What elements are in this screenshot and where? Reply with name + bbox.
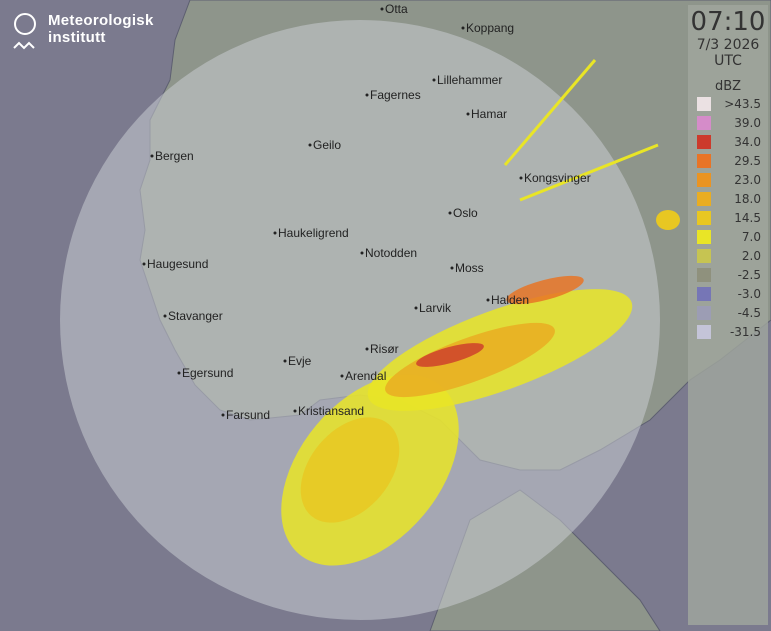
legend-swatch [697, 134, 711, 149]
city-dot [519, 176, 523, 180]
city-label: Bergen [155, 149, 194, 163]
legend-swatch [697, 115, 711, 130]
legend-item: 18.0 [697, 189, 768, 208]
legend-label: 18.0 [734, 191, 761, 206]
city-dot [221, 413, 225, 417]
legend-item: -31.5 [697, 322, 768, 341]
city-dot [308, 143, 312, 147]
legend-label: 23.0 [734, 172, 761, 187]
time: 07:10 [690, 7, 766, 37]
city-label: Lillehammer [437, 73, 502, 87]
city-dot [273, 231, 277, 235]
city-dot [486, 298, 490, 302]
legend-item: 39.0 [697, 113, 768, 132]
city-dot [380, 7, 384, 11]
city-label: Halden [491, 293, 529, 307]
legend-label: 39.0 [734, 115, 761, 130]
brand-line1: Meteorologisk [48, 12, 154, 29]
city-label: Haugesund [147, 257, 208, 271]
legend-label: -31.5 [729, 324, 761, 339]
city-dot [432, 78, 436, 82]
city-label: Risør [370, 342, 399, 356]
legend-swatch [697, 210, 711, 225]
legend-item: 23.0 [697, 170, 768, 189]
legend-item: -2.5 [697, 265, 768, 284]
legend-label: -3.0 [737, 286, 761, 301]
city-label: Farsund [226, 408, 270, 422]
city-label: Haukeligrend [278, 226, 349, 240]
legend-item: 34.0 [697, 132, 768, 151]
city-label: Fagernes [370, 88, 421, 102]
city-dot [461, 26, 465, 30]
legend-swatch [697, 324, 711, 339]
legend-label: 7.0 [741, 229, 761, 244]
legend-swatch [697, 96, 711, 111]
met-logo[interactable]: Meteorologisk institutt [12, 12, 154, 52]
city-dot [283, 359, 287, 363]
timezone: UTC [714, 53, 742, 69]
city-label: Egersund [182, 366, 233, 380]
legend-label: 29.5 [734, 153, 761, 168]
legend-swatch [697, 286, 711, 301]
legend-item: -4.5 [697, 303, 768, 322]
legend-swatch [697, 153, 711, 168]
legend-item: 14.5 [697, 208, 768, 227]
city-dot [414, 306, 418, 310]
legend-swatch [697, 248, 711, 263]
city-dot [142, 262, 146, 266]
legend-panel: 07:10 7/3 2026 UTC dBZ >43.5 39.0 34.0 29.5… [688, 5, 768, 625]
city-dot [293, 409, 297, 413]
precipitation-echoes [281, 59, 680, 566]
legend-swatch [697, 172, 711, 187]
city-label: Kongsvinger [524, 171, 591, 185]
city-label: Kristiansand [298, 404, 364, 418]
legend-swatch [697, 305, 711, 320]
city-label: Notodden [365, 246, 417, 260]
city-label: Koppang [466, 21, 514, 35]
city-dot [177, 371, 181, 375]
city-label: Stavanger [168, 309, 223, 323]
legend-item: >43.5 [697, 94, 768, 113]
city-label: Otta [385, 2, 408, 16]
city-label: Evje [288, 354, 312, 368]
city-label: Oslo [453, 206, 478, 220]
legend-label: -4.5 [737, 305, 761, 320]
city-dot [360, 251, 364, 255]
city-dot [450, 266, 454, 270]
legend-item: -3.0 [697, 284, 768, 303]
legend-item: 29.5 [697, 151, 768, 170]
legend-item: 7.0 [697, 227, 768, 246]
unit: dBZ [714, 79, 742, 94]
legend-swatch [697, 267, 711, 282]
city-dot [365, 347, 369, 351]
brand-line2: institutt [48, 29, 106, 46]
legend-label: 2.0 [741, 248, 761, 263]
legend-label: >43.5 [724, 96, 761, 111]
city-dot [150, 154, 154, 158]
city-dot [448, 211, 452, 215]
legend-swatch [697, 191, 711, 206]
city-dot [466, 112, 470, 116]
city-label: Moss [455, 261, 484, 275]
city-label: Arendal [345, 369, 386, 383]
legend-label: -2.5 [737, 267, 761, 282]
legend-label: 34.0 [734, 134, 761, 149]
city-label: Geilo [313, 138, 341, 152]
city-label: Hamar [471, 107, 507, 121]
legend-item: 2.0 [697, 246, 768, 265]
radar-coverage [60, 20, 660, 620]
city-labels: Otta Koppang Lillehammer Fagernes Hamar Geilo… [142, 2, 591, 422]
date: 7/3 2026 [696, 37, 760, 53]
city-dot [163, 314, 167, 318]
logo-icon [13, 13, 36, 50]
city-dot [365, 93, 369, 97]
legend-label: 14.5 [734, 210, 761, 225]
city-label: Larvik [419, 301, 452, 315]
legend-swatch [697, 229, 711, 244]
city-dot [340, 374, 344, 378]
